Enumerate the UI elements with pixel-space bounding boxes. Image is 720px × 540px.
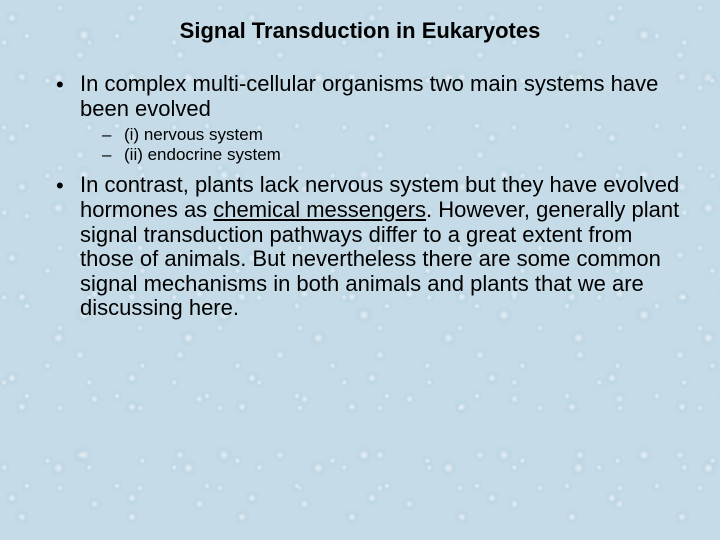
slide-container: Signal Transduction in Eukaryotes In com… bbox=[0, 0, 720, 540]
bullet-text: In complex multi-cellular organisms two … bbox=[80, 72, 680, 121]
sub-bullet-text: (i) nervous system bbox=[124, 125, 263, 144]
sub-bullet-item: (ii) endocrine system bbox=[100, 145, 680, 165]
bullet-item-1: In complex multi-cellular organisms two … bbox=[52, 72, 680, 165]
bullet-list: In complex multi-cellular organisms two … bbox=[40, 72, 680, 321]
bullet-text: In contrast, plants lack nervous system … bbox=[80, 173, 680, 321]
slide-title: Signal Transduction in Eukaryotes bbox=[40, 18, 680, 44]
bullet-item-2: In contrast, plants lack nervous system … bbox=[52, 173, 680, 321]
sub-bullet-text: (ii) endocrine system bbox=[124, 145, 281, 164]
bullet-text-underlined: chemical messengers bbox=[213, 197, 426, 222]
sub-bullet-list: (i) nervous system (ii) endocrine system bbox=[80, 125, 680, 165]
sub-bullet-item: (i) nervous system bbox=[100, 125, 680, 145]
